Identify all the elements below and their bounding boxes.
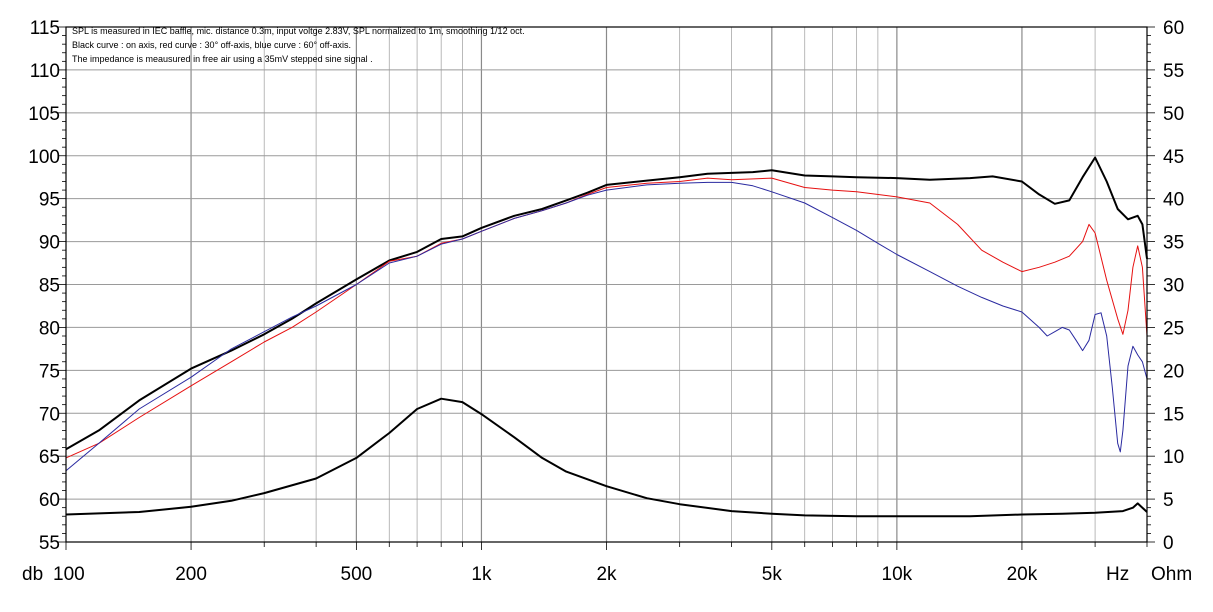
left-tick-label: 55 [39, 533, 60, 554]
right-tick-label: 40 [1163, 190, 1184, 211]
right-tick-label: 35 [1163, 233, 1184, 254]
left-tick-label: 95 [39, 190, 60, 211]
y-right-unit-label: Ohm [1151, 564, 1192, 585]
left-tick-label: 65 [39, 447, 60, 468]
x-tick-label: 10k [882, 564, 913, 585]
annotation-line-1: SPL is measured in IEC baffle, mic. dist… [72, 26, 525, 36]
x-tick-label: 1k [471, 564, 492, 585]
y-left-unit-label: db [22, 564, 43, 585]
right-tick-label: 50 [1163, 104, 1184, 125]
left-tick-label: 105 [28, 104, 60, 125]
x-tick-label: 5k [762, 564, 783, 585]
annotation-line-2: Black curve : on axis, red curve : 30° o… [72, 40, 351, 50]
x-tick-label: 500 [341, 564, 373, 585]
series-layer [65, 156, 1148, 518]
right-tick-label: 55 [1163, 61, 1184, 82]
right-tick-label: 25 [1163, 318, 1184, 339]
x-tick-label: 2k [596, 564, 617, 585]
right-tick-label: 5 [1163, 490, 1174, 511]
left-tick-label: 75 [39, 361, 60, 382]
x-unit-label: Hz [1106, 564, 1129, 585]
series-line-spl-on-axis [65, 156, 1148, 451]
left-tick-label: 60 [39, 490, 60, 511]
left-tick-label: 70 [39, 404, 60, 425]
series-line-spl-30-off-axis [65, 177, 1148, 459]
plot-frame [65, 26, 1148, 543]
right-tick-label: 15 [1163, 404, 1184, 425]
left-tick-label: 100 [28, 147, 60, 168]
axis-ticks [58, 26, 1155, 550]
x-tick-label: 20k [1007, 564, 1038, 585]
right-tick-label: 10 [1163, 447, 1184, 468]
right-tick-label: 20 [1163, 361, 1184, 382]
annotation-line-3: The impedance is meausured in free air u… [72, 54, 373, 64]
left-tick-label: 80 [39, 318, 60, 339]
right-tick-label: 30 [1163, 276, 1184, 297]
axis-labels: 55 60 65 70 75 80 85 90 95 100 105 110 115 0 5 10 15 20 25… [22, 18, 1192, 585]
series-line-impedance [65, 397, 1148, 518]
x-tick-label: 200 [175, 564, 207, 585]
left-tick-label: 85 [39, 276, 60, 297]
left-tick-label: 115 [30, 18, 60, 39]
right-tick-label: 0 [1163, 533, 1174, 554]
left-tick-label: 110 [30, 61, 60, 82]
series-line-spl-60-off-axis [65, 181, 1148, 472]
x-tick-label: 100 [53, 564, 85, 585]
left-tick-label: 90 [39, 233, 60, 254]
right-tick-label: 45 [1163, 147, 1184, 168]
right-tick-label: 60 [1163, 18, 1184, 39]
